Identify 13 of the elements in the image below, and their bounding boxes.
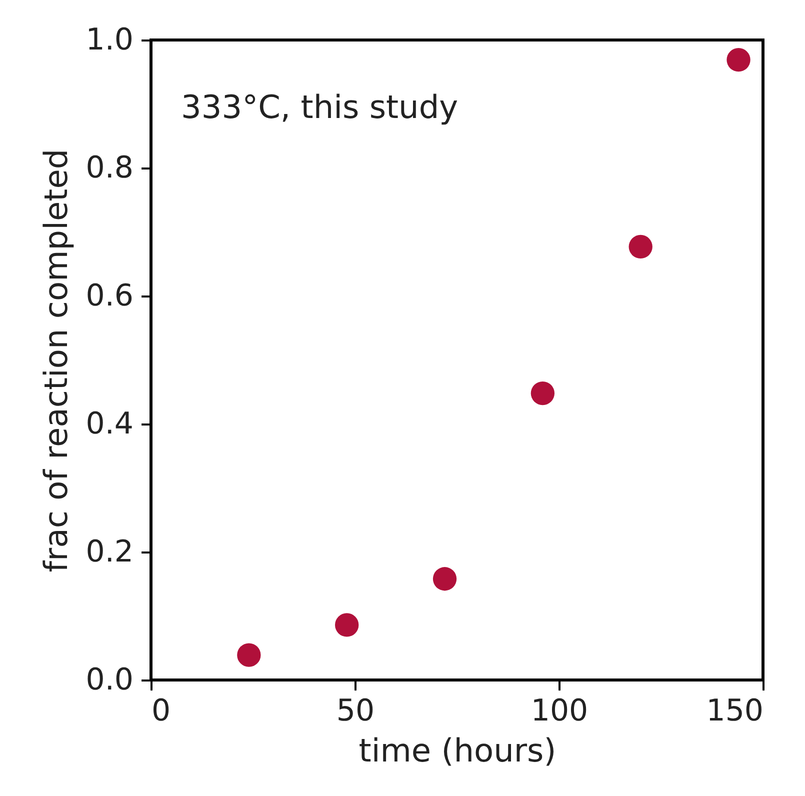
x-tick-label: 150 (706, 694, 764, 728)
y-tick-label: 0.4 (86, 406, 134, 442)
y-tick-label: 0.6 (86, 278, 134, 314)
y-tick-label: 0.2 (86, 534, 134, 570)
x-axis-title: time (hours) (358, 732, 556, 770)
annotation: 333°C, this study (181, 88, 458, 126)
x-tick-label: 0 (152, 694, 171, 728)
y-tick-label: 0.0 (86, 662, 134, 698)
x-tick-label: 50 (336, 694, 375, 728)
y-tick-label: 0.8 (86, 150, 134, 186)
y-tick-label: 1.0 (86, 22, 134, 58)
y-axis-title: frac of reaction completed (36, 148, 75, 572)
x-tick-label: 100 (530, 694, 588, 728)
